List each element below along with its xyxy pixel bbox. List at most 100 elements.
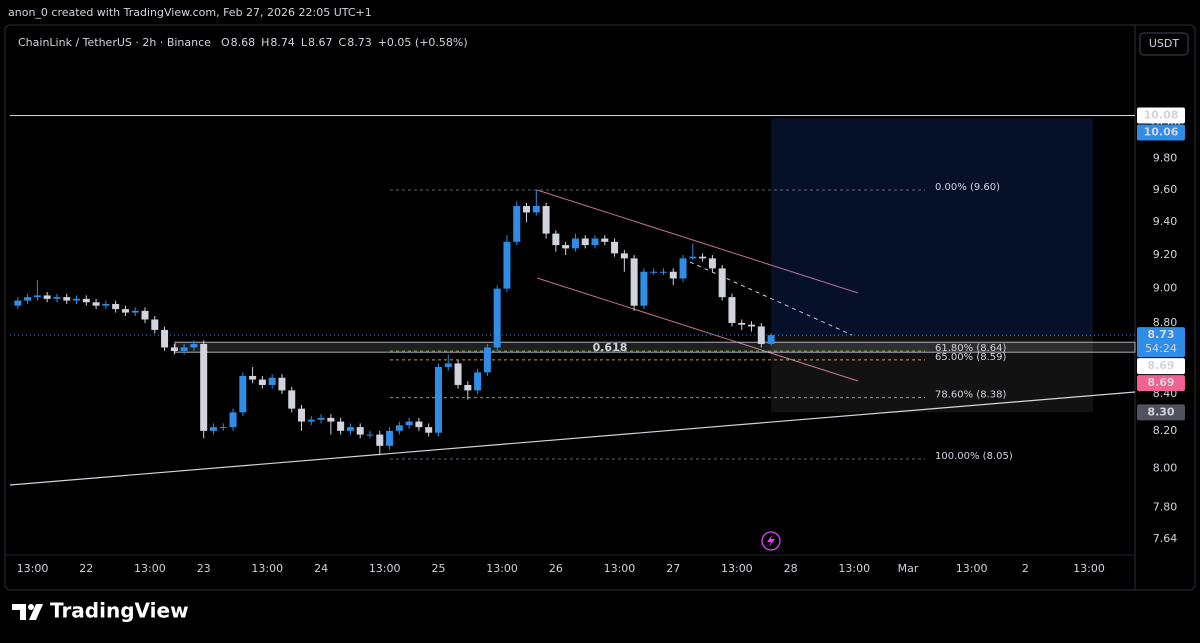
event-icon[interactable] <box>761 531 781 551</box>
candle-body <box>288 390 296 409</box>
candle-body <box>464 384 472 391</box>
candle-body <box>757 326 765 344</box>
x-tick-label: 13:00 <box>134 562 166 575</box>
ohlc-label: L <box>301 36 308 49</box>
ohlc-label: C <box>339 36 347 49</box>
x-tick-label: 2 <box>1022 562 1029 575</box>
price-label: 8.69 <box>1147 359 1174 372</box>
candle-body <box>14 300 22 306</box>
x-tick-label: 13:00 <box>956 562 988 575</box>
price-label-box <box>1137 358 1185 375</box>
candle-body <box>43 295 51 299</box>
candle-body <box>513 206 521 242</box>
ohlc-label: H <box>261 36 269 49</box>
y-tick-label: 9.40 <box>1153 215 1178 228</box>
x-tick-label: 13:00 <box>251 562 283 575</box>
x-tick-label: 24 <box>314 562 328 575</box>
ohlc-value: 8.74 <box>270 36 295 49</box>
candle-body <box>669 271 677 279</box>
candle-body <box>552 233 560 246</box>
channel-mid <box>689 261 853 336</box>
price-label-box <box>1137 327 1185 358</box>
candle-body <box>307 419 315 422</box>
candle-body <box>659 271 667 273</box>
position-target-zone <box>771 118 1093 336</box>
candle-body <box>532 206 540 213</box>
candle-body <box>24 297 32 301</box>
fib-label: 61.80% (8.64) <box>935 343 1006 354</box>
candle-body <box>650 271 658 273</box>
candle-body <box>278 377 286 391</box>
x-tick-label: 13:00 <box>604 562 636 575</box>
candle-body <box>161 329 169 348</box>
candle-body <box>346 427 354 431</box>
candle-body <box>180 347 188 351</box>
candle-body <box>209 427 217 431</box>
candle-body <box>474 372 482 391</box>
ohlc-change: +0.05 (+0.58%) <box>378 36 468 49</box>
price-label-box <box>1137 404 1185 421</box>
candle-body <box>249 375 257 380</box>
fib-label: 100.00% (8.05) <box>935 451 1013 462</box>
currency-button[interactable] <box>1139 32 1189 56</box>
candle-body <box>562 245 570 249</box>
candle-body <box>112 303 120 310</box>
event-bolt <box>767 535 775 547</box>
y-tick-label: 8.00 <box>1153 462 1178 475</box>
candle-body <box>141 310 149 320</box>
x-tick-label: 27 <box>666 562 680 575</box>
candle-body <box>366 434 374 436</box>
fib-label: 0.00% (9.60) <box>935 182 1000 193</box>
candle-body <box>337 421 345 431</box>
candle-body <box>728 297 736 323</box>
y-tick-label: 8.80 <box>1153 316 1178 329</box>
position-stop-zone <box>771 335 1093 413</box>
candle-body <box>738 322 746 325</box>
candle-body <box>268 377 276 385</box>
x-tick-label: 13:00 <box>17 562 49 575</box>
candle-body <box>200 343 208 431</box>
price-label-box <box>1137 107 1185 124</box>
candle-body <box>542 206 550 234</box>
currency[interactable]: USDT <box>1149 37 1180 50</box>
price-label: 8.69 <box>1147 376 1174 389</box>
candle-body <box>699 256 707 259</box>
candle-body <box>102 303 110 306</box>
candle-body <box>415 421 423 428</box>
candle-body <box>386 430 394 446</box>
ohlc-value: 8.73 <box>347 36 372 49</box>
candle-body <box>689 256 697 259</box>
y-tick-label: 7.64 <box>1153 532 1178 545</box>
price-label: 8.73 <box>1147 328 1174 341</box>
fib-label: 65.00% (8.59) <box>935 352 1006 363</box>
candle-body <box>483 347 491 373</box>
y-tick-label: 9.80 <box>1153 152 1178 165</box>
x-tick-label: Mar <box>898 562 919 575</box>
credit: anon_0 created with TradingView.com, Feb… <box>8 6 372 19</box>
candle-body <box>620 253 628 259</box>
ohlc-value: 8.67 <box>308 36 333 49</box>
candle-body <box>33 295 41 298</box>
drawings <box>9 114 1136 486</box>
candle-body <box>718 268 726 298</box>
x-tick-label: 28 <box>784 562 798 575</box>
candle-body <box>571 238 579 249</box>
price-label-box <box>1137 375 1185 392</box>
annotation: 0.618 <box>593 341 628 354</box>
candle-body <box>190 343 198 348</box>
x-tick-label: 13:00 <box>838 562 870 575</box>
x-tick-label: 13:00 <box>486 562 518 575</box>
candle-body <box>229 412 237 428</box>
candle-body <box>73 298 81 301</box>
price-label: 10.08 <box>1144 108 1179 121</box>
ohlc-value: 8.68 <box>231 36 256 49</box>
brand: TradingView <box>50 599 189 623</box>
candle-body <box>317 417 325 420</box>
candle-body <box>356 427 364 435</box>
ohlc-label: O <box>221 36 230 49</box>
x-tick-label: 23 <box>197 562 211 575</box>
x-tick-label: 13:00 <box>369 562 401 575</box>
x-tick-label: 26 <box>549 562 563 575</box>
candle-body <box>493 288 501 348</box>
